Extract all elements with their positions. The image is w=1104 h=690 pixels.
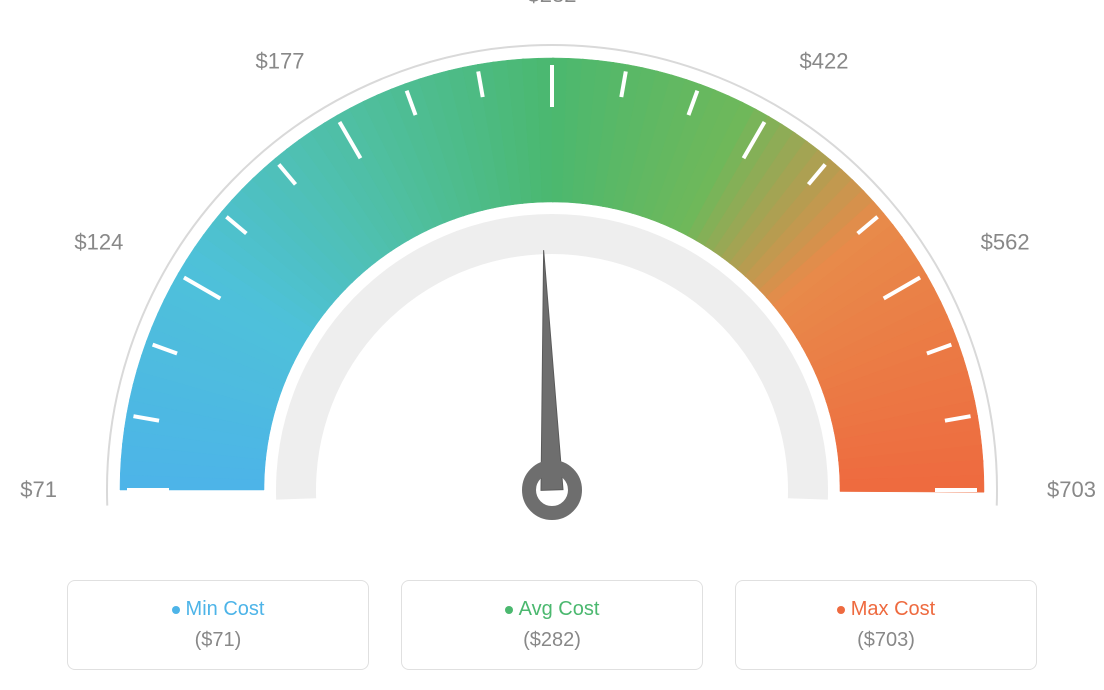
legend-dot-avg bbox=[505, 606, 513, 614]
legend-dot-max bbox=[837, 606, 845, 614]
legend-value-max: ($703) bbox=[857, 629, 915, 652]
legend-row: Min Cost ($71) Avg Cost ($282) Max Cost … bbox=[0, 580, 1104, 670]
legend-label-max-text: Max Cost bbox=[851, 598, 935, 620]
gauge-svg: $71 $124 $177 $282 $422 $562 $703 bbox=[0, 0, 1104, 560]
legend-value-avg: ($282) bbox=[523, 629, 581, 652]
legend-box-max: Max Cost ($703) bbox=[735, 580, 1037, 670]
svg-text:$703: $703 bbox=[1047, 477, 1096, 502]
legend-label-min: Min Cost bbox=[172, 598, 265, 621]
svg-text:$71: $71 bbox=[20, 477, 57, 502]
svg-text:$282: $282 bbox=[528, 0, 577, 7]
svg-text:$562: $562 bbox=[981, 230, 1030, 255]
svg-text:$124: $124 bbox=[74, 230, 123, 255]
legend-label-min-text: Min Cost bbox=[186, 598, 265, 620]
legend-label-avg: Avg Cost bbox=[505, 598, 600, 621]
legend-value-min: ($71) bbox=[195, 629, 242, 652]
gauge-chart-container: $71 $124 $177 $282 $422 $562 $703 Min Cost ($7… bbox=[0, 0, 1104, 690]
legend-label-max: Max Cost bbox=[837, 598, 935, 621]
legend-box-min: Min Cost ($71) bbox=[67, 580, 369, 670]
legend-dot-min bbox=[172, 606, 180, 614]
svg-text:$422: $422 bbox=[800, 48, 849, 73]
legend-box-avg: Avg Cost ($282) bbox=[401, 580, 703, 670]
legend-label-avg-text: Avg Cost bbox=[519, 598, 600, 620]
svg-text:$177: $177 bbox=[256, 48, 305, 73]
